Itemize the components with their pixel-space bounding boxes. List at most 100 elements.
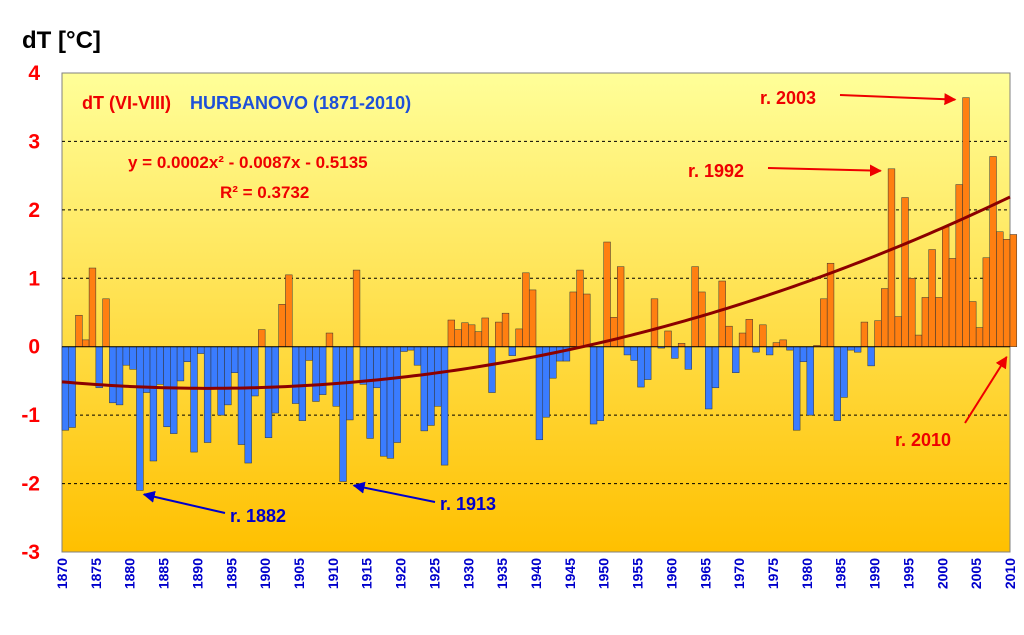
y-tick-label: 0 [28, 336, 40, 359]
bar-1911 [332, 346, 340, 407]
x-tick-label: 1930 [460, 558, 476, 589]
bar-1955 [630, 346, 638, 361]
bar-1968 [718, 280, 726, 347]
bar-1939 [522, 272, 530, 347]
bar-1912 [339, 346, 347, 482]
bar-1948 [583, 293, 591, 347]
bar-1991 [874, 320, 882, 347]
x-tick-label: 1965 [697, 558, 713, 589]
bar-1980 [799, 346, 808, 363]
bar-1877 [102, 298, 110, 347]
x-tick-label: 1935 [494, 558, 510, 589]
bar-1896 [231, 346, 239, 373]
bar-1961 [671, 346, 679, 359]
bar-1953 [617, 266, 625, 347]
bar-1916 [366, 346, 374, 439]
x-tick-label: 1950 [596, 558, 612, 589]
bar-2005 [969, 301, 977, 347]
bar-1999 [928, 249, 936, 347]
annotation-label: r. 1913 [440, 494, 496, 514]
bar-1881 [129, 346, 137, 370]
bar-2009 [996, 231, 1004, 347]
bar-1940 [528, 289, 537, 347]
bar-1984 [826, 262, 835, 347]
bar-1919 [386, 346, 395, 459]
bar-1966 [705, 346, 713, 410]
bar-1889 [183, 346, 191, 363]
bar-2010 [1002, 239, 1011, 347]
bar-1938 [515, 328, 523, 347]
bar-1907 [305, 346, 313, 361]
trend-equation: y = 0.0002x² - 0.0087x - 0.5135 [128, 153, 368, 172]
bar-1935 [495, 321, 503, 347]
bar-1981 [806, 346, 814, 416]
bar-1936 [501, 312, 510, 347]
bar-1873 [75, 314, 83, 347]
bar-1995 [901, 197, 909, 347]
bar-1969 [725, 325, 733, 347]
bar-1986 [840, 346, 848, 398]
chart-title: dT (VI-VIII) HURBANOVO (1871-2010) [82, 93, 411, 113]
bar-1905 [291, 346, 300, 404]
trend-r2: R² = 0.3732 [220, 183, 309, 202]
bar-1957 [644, 346, 652, 380]
bar-1928 [447, 319, 455, 347]
x-tick-label: 1895 [223, 558, 239, 589]
annotation-label: r. 2003 [760, 88, 816, 108]
bar-1903 [278, 304, 286, 347]
y-tick-label: 2 [28, 199, 40, 222]
bar-1973 [752, 346, 760, 353]
bar-1964 [691, 266, 699, 347]
bar-1930 [461, 322, 469, 347]
bar-1979 [793, 346, 801, 431]
x-tick-label: 1960 [663, 558, 679, 589]
bar-1932 [474, 331, 483, 347]
bar-1956 [637, 346, 645, 388]
bar-1893 [210, 346, 218, 389]
bar-1924 [420, 346, 428, 432]
bar-2003 [955, 184, 963, 347]
bar-1926 [434, 346, 442, 407]
bar-1958 [650, 298, 659, 347]
annotations: r. 2003 r. 1992 r. 2010 r. 1882 r. 1913 [142, 88, 1008, 526]
y-tick-label: 1 [28, 267, 40, 290]
y-tick-labels: 4 3 2 1 0 -1 -2 -3 [21, 62, 40, 564]
bar-1892 [203, 346, 212, 443]
bar-1891 [197, 346, 205, 354]
bar-1920 [393, 346, 401, 443]
bar-2002 [948, 258, 957, 347]
bar-2006 [975, 327, 984, 347]
bar-1902 [271, 346, 279, 414]
bar-2004 [962, 97, 970, 347]
bar-1950 [596, 346, 604, 421]
annotation-arrow [767, 164, 882, 177]
bar-1988 [854, 346, 862, 353]
bar-1874 [82, 339, 90, 347]
annotation-arrow [839, 93, 957, 106]
bar-1997 [914, 334, 923, 347]
bar-1944 [556, 346, 564, 362]
annotation-label: r. 1882 [230, 506, 286, 526]
bar-1962 [677, 343, 686, 347]
y-tick-label: -1 [21, 404, 40, 427]
bar-1977 [779, 339, 787, 347]
bar-1901 [264, 346, 273, 438]
bar-1971 [738, 332, 747, 347]
x-tick-label: 1940 [528, 558, 544, 589]
bar-1963 [684, 346, 692, 370]
x-tick-label: 1910 [325, 558, 341, 589]
bar-1895 [224, 346, 232, 406]
bar-1882 [136, 346, 144, 491]
bar-1909 [319, 346, 327, 395]
bar-1931 [468, 324, 476, 347]
bar-1990 [867, 346, 875, 367]
y-axis-title: dT [°C] [22, 27, 101, 54]
bar-1884 [149, 346, 158, 462]
bars [61, 97, 1018, 491]
bar-1996 [908, 278, 916, 347]
annotation-arrow [352, 481, 436, 503]
bar-1904 [285, 274, 293, 347]
bar-1970 [732, 346, 740, 373]
x-tick-label: 1955 [630, 558, 646, 589]
